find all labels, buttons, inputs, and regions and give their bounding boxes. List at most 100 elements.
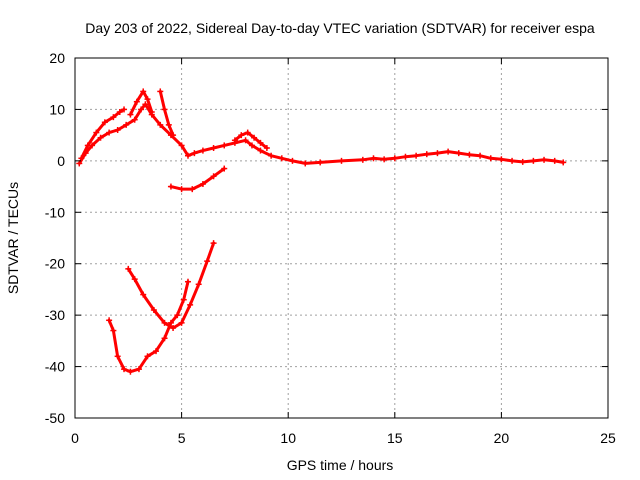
data-point xyxy=(110,114,117,121)
data-point xyxy=(487,155,494,162)
data-point xyxy=(161,319,168,326)
data-point xyxy=(110,327,117,334)
data-point xyxy=(170,325,177,331)
data-point xyxy=(434,150,441,157)
data-point xyxy=(178,142,185,149)
data-point xyxy=(317,159,324,166)
data-point xyxy=(204,258,211,265)
data-point xyxy=(184,152,191,159)
data-point xyxy=(76,160,83,167)
data-point xyxy=(199,147,206,154)
chart-title: Day 203 of 2022, Sidereal Day-to-day VTE… xyxy=(85,20,595,36)
data-point xyxy=(498,156,505,163)
series-spike-near-4 xyxy=(158,89,175,137)
data-point xyxy=(278,155,285,162)
data-point xyxy=(413,152,420,159)
y-tick-label: -20 xyxy=(45,256,65,272)
data-point xyxy=(210,145,217,151)
x-tick-label: 10 xyxy=(280,430,296,446)
data-point xyxy=(106,129,113,136)
data-point xyxy=(131,276,138,283)
data-point xyxy=(289,157,296,164)
data-point xyxy=(121,366,128,373)
y-tick-label: 0 xyxy=(57,153,65,169)
data-point xyxy=(210,240,217,247)
data-point xyxy=(138,106,145,113)
data-point xyxy=(231,137,238,144)
data-point xyxy=(161,106,168,113)
data-point xyxy=(165,121,172,128)
data-point xyxy=(84,142,91,149)
data-point xyxy=(541,156,548,163)
data-point xyxy=(257,147,264,154)
data-point xyxy=(148,109,155,115)
axis-ticks: 0 5 10 15 20 25 -50 -40 -30 -20 -10 0 10 20 xyxy=(45,50,616,446)
data-point xyxy=(184,278,191,285)
data-point xyxy=(78,155,85,162)
data-point xyxy=(167,183,174,190)
data-point xyxy=(445,148,452,155)
data-point xyxy=(114,127,121,133)
data-point xyxy=(140,291,147,298)
data-point xyxy=(560,159,567,166)
data-point xyxy=(221,142,228,149)
series-hump-8 xyxy=(233,131,269,150)
x-tick-label: 20 xyxy=(494,430,510,446)
data-point xyxy=(199,181,206,187)
data-point xyxy=(338,157,345,164)
data-point xyxy=(123,121,130,128)
data-point xyxy=(161,335,168,342)
data-point xyxy=(127,368,134,375)
data-point xyxy=(391,155,398,162)
x-axis-label: GPS time / hours xyxy=(287,457,394,473)
data-point xyxy=(153,348,160,355)
data-point xyxy=(268,152,275,159)
data-point xyxy=(195,281,202,288)
data-point xyxy=(242,137,249,144)
data-point xyxy=(402,153,409,160)
data-point xyxy=(221,165,228,172)
data-point xyxy=(127,111,134,118)
data-point xyxy=(210,173,217,180)
data-point xyxy=(93,129,100,136)
data-point xyxy=(248,142,255,149)
data-point xyxy=(157,121,164,128)
y-tick-label: -30 xyxy=(45,307,65,323)
data-point xyxy=(191,150,198,157)
data-point xyxy=(551,157,558,164)
data-point xyxy=(370,155,377,162)
data-point xyxy=(359,156,366,163)
y-tick-label: 10 xyxy=(49,101,65,117)
data-point xyxy=(174,312,181,319)
data-point xyxy=(423,151,430,158)
data-point xyxy=(116,109,123,115)
data-point xyxy=(97,134,104,141)
data-point xyxy=(251,134,258,141)
series-branch-minus5 xyxy=(169,167,226,191)
x-tick-label: 5 xyxy=(178,430,186,446)
y-tick-label: -10 xyxy=(45,204,65,220)
data-point xyxy=(263,145,270,151)
data-point xyxy=(178,186,185,193)
data-point xyxy=(125,265,132,272)
data-point xyxy=(142,101,149,108)
data-point xyxy=(466,151,473,158)
data-point xyxy=(140,88,147,95)
data-point xyxy=(238,132,245,139)
data-point xyxy=(121,106,128,113)
data-point xyxy=(144,353,151,360)
x-tick-label: 0 xyxy=(71,430,79,446)
plot-frame xyxy=(74,57,609,419)
data-point xyxy=(170,132,177,139)
data-point xyxy=(455,150,462,157)
y-tick-label: -40 xyxy=(45,359,65,375)
data-point xyxy=(257,139,264,146)
grid-lines xyxy=(75,58,608,418)
data-point xyxy=(106,317,113,324)
data-point xyxy=(133,98,140,105)
data-point xyxy=(150,307,157,313)
data-point xyxy=(302,160,309,167)
data-point xyxy=(114,353,121,360)
data-point xyxy=(180,296,187,303)
